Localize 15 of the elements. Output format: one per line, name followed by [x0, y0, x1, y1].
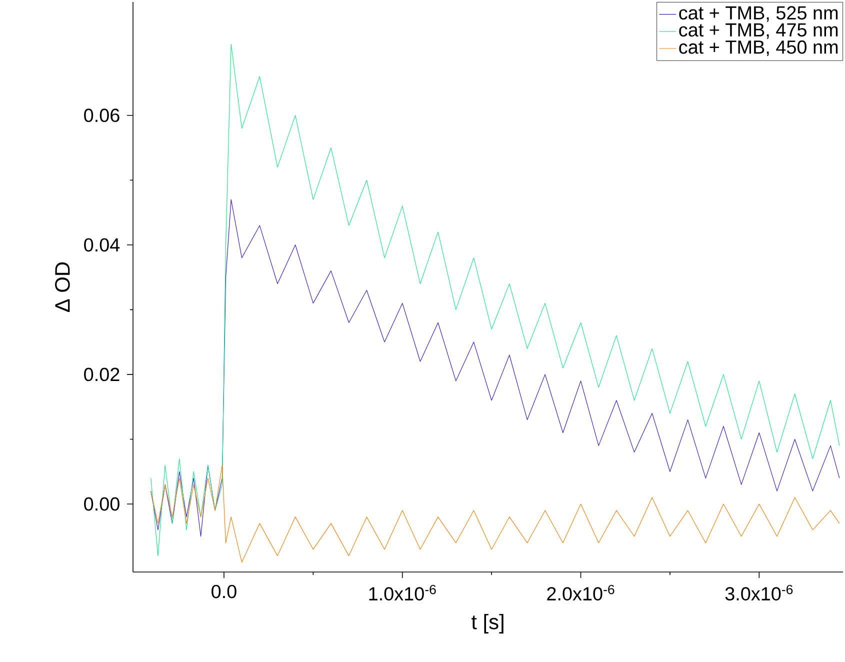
x-tick-label: 1.0x10$^{-6}$	[369, 584, 436, 601]
x-tick-label: 2.0x10$^{-6}$	[547, 584, 614, 601]
y-tick-label: 0.00	[84, 497, 120, 511]
line-series	[150, 464, 840, 563]
legend-label: cat + TMB, 475 nm	[679, 23, 838, 39]
y-axis-title: Δ OD	[55, 262, 70, 312]
x-tick-label: 0.0	[212, 584, 236, 598]
y-tick-label: 0.06	[84, 108, 120, 122]
y-tick-label: 0.04	[84, 238, 120, 252]
legend-label: cat + TMB, 525 nm	[679, 6, 838, 22]
x-tick-label: 3.0x10$^{-6}$	[725, 584, 793, 601]
line-series	[150, 199, 840, 537]
y-tick-label: 0.02	[84, 368, 120, 382]
legend-label: cat + TMB, 450 nm	[679, 40, 838, 56]
x-axis-title: t [s]	[471, 614, 504, 634]
